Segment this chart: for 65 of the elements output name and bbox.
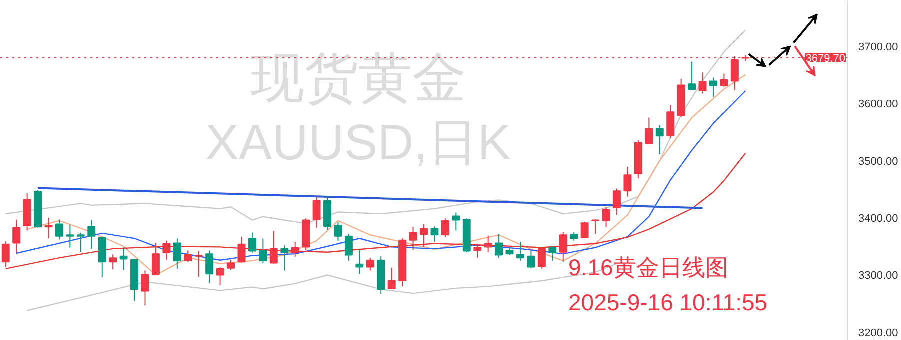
line-series — [5, 30, 746, 224]
candlestick — [527, 250, 536, 269]
y-tick-label: 3400.00 — [858, 213, 898, 226]
candlestick — [173, 238, 182, 270]
y-tick-label: 3600.00 — [858, 98, 898, 111]
candlestick — [580, 222, 589, 240]
candlestick — [709, 77, 718, 98]
candlestick — [312, 196, 321, 228]
candlestick — [645, 117, 654, 145]
candlestick — [452, 212, 460, 232]
candlestick — [259, 238, 268, 264]
candlestick — [152, 242, 160, 276]
candlestick — [559, 232, 568, 263]
candlestick — [44, 218, 53, 240]
candlestick — [720, 73, 728, 88]
candlestick — [602, 206, 610, 228]
annotation: 9.16黄金日线图 — [568, 254, 728, 280]
candlestick — [538, 246, 546, 270]
candlestick — [624, 166, 632, 198]
candlestick — [409, 226, 418, 251]
candlestick — [162, 240, 171, 260]
candlestick — [227, 259, 235, 271]
candlestick — [194, 250, 203, 278]
y-tick-label: 3300.00 — [858, 270, 898, 282]
candlestick — [688, 61, 696, 90]
ref-line-label: 3679.70 — [806, 52, 846, 65]
candlestick — [484, 235, 492, 253]
candlestick — [388, 267, 396, 290]
y-tick-label: 3500.00 — [858, 156, 898, 168]
candlestick — [344, 234, 353, 262]
candlestick — [666, 104, 675, 139]
candlestick — [184, 250, 192, 263]
candlestick — [548, 246, 557, 262]
candlestick — [248, 232, 256, 254]
candlestick — [206, 250, 214, 284]
candlestick — [238, 236, 246, 264]
y-tick-label: 3700.00 — [858, 41, 898, 54]
candlestick — [66, 224, 74, 248]
candlestick — [109, 254, 118, 270]
candlestick — [613, 188, 621, 216]
candlestick — [280, 244, 289, 272]
candlestick — [291, 242, 300, 258]
candlestick — [430, 226, 439, 243]
candlestick — [495, 234, 504, 259]
candlestick — [474, 244, 482, 259]
y-tick-label: 3200.00 — [858, 327, 898, 340]
annotation: 2025-9-16 10:11:55 — [568, 290, 768, 316]
candlestick — [12, 219, 21, 254]
candlestick — [76, 232, 85, 253]
candlestick — [698, 72, 707, 94]
candlestick — [366, 258, 374, 272]
candlestick — [55, 219, 64, 240]
candlestick — [420, 224, 428, 248]
candlestick — [334, 222, 342, 242]
candlestick — [270, 230, 278, 264]
candlestick — [356, 250, 364, 275]
candlestick — [592, 219, 600, 235]
candlestick — [441, 218, 450, 238]
candlestick — [516, 242, 524, 262]
candlestick — [216, 266, 224, 286]
candlestick — [2, 240, 10, 268]
candlestick — [88, 220, 96, 250]
candlestick — [120, 247, 128, 271]
candlestick — [141, 270, 150, 306]
candlestick — [656, 124, 664, 155]
